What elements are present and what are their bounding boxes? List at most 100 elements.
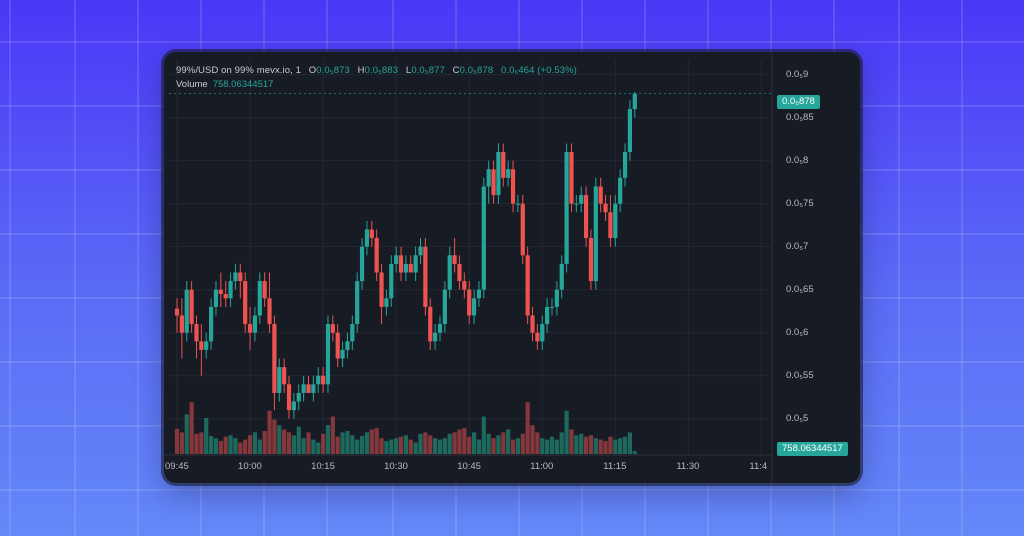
candle-body xyxy=(525,255,530,316)
volume-bar xyxy=(233,438,238,454)
candle-body xyxy=(457,263,462,282)
candle-body xyxy=(447,255,452,290)
volume-bar xyxy=(408,439,413,454)
volume-bar xyxy=(588,435,594,454)
volume-bar xyxy=(627,432,633,454)
volume-bar xyxy=(301,438,306,454)
x-tick-label: 11:30 xyxy=(676,461,700,472)
volume-bar xyxy=(243,439,248,454)
volume-bar xyxy=(228,435,233,454)
candle-body xyxy=(184,289,189,333)
volume-bar xyxy=(510,439,516,454)
candle-body xyxy=(403,263,408,273)
volume-bar xyxy=(291,435,296,454)
volume-bar xyxy=(330,416,335,454)
candle-body xyxy=(579,195,584,204)
candle-body xyxy=(296,392,301,402)
chart-panel[interactable]: 99%/USD on 99% mevx.io, 1 O0.0₅873 H0.0₅… xyxy=(164,52,860,483)
volume-bar xyxy=(286,432,292,454)
candle-body xyxy=(408,263,413,273)
volume-bar xyxy=(374,428,379,454)
volume-bar xyxy=(447,433,452,454)
volume-bar xyxy=(306,432,311,454)
candle-body xyxy=(486,169,491,187)
candle-body xyxy=(496,152,501,196)
candle-body xyxy=(213,289,219,307)
volume-bar xyxy=(335,436,340,454)
volume-bar xyxy=(247,435,253,454)
volume-bar xyxy=(496,435,501,454)
candle-body xyxy=(321,375,326,385)
candle-body xyxy=(179,315,184,333)
volume-bar xyxy=(598,439,603,454)
volume-bar xyxy=(403,435,408,454)
candle-body xyxy=(194,324,199,342)
close-value: 0.0₅878 xyxy=(459,65,494,76)
candle-body xyxy=(218,289,223,294)
volume-bar xyxy=(579,433,584,454)
candle-body xyxy=(189,289,194,325)
candlestick-chart[interactable] xyxy=(164,52,860,483)
volume-bar xyxy=(515,438,520,454)
candle-body xyxy=(286,384,292,411)
candle-body xyxy=(389,263,394,299)
volume-bar xyxy=(545,439,550,454)
candle-body xyxy=(204,341,209,350)
candle-body xyxy=(233,272,238,282)
low-label: L xyxy=(405,65,412,76)
x-tick-label: 11:15 xyxy=(603,461,627,472)
candle-body xyxy=(569,152,574,204)
volume-bar xyxy=(549,436,555,454)
volume-bar xyxy=(457,429,462,454)
volume-bar xyxy=(213,438,219,454)
volume-bar xyxy=(359,436,365,454)
volume-bar xyxy=(418,433,423,454)
candle-body xyxy=(564,152,569,264)
volume-bar xyxy=(267,410,272,454)
candle-body xyxy=(228,281,233,299)
x-tick-label: 09:45 xyxy=(165,461,189,472)
volume-label: Volume xyxy=(176,79,208,90)
candle-body xyxy=(262,281,267,299)
candle-body xyxy=(467,289,472,316)
volume-bar xyxy=(535,432,540,454)
volume-bar xyxy=(481,416,486,454)
candle-body xyxy=(355,281,360,325)
volume-bar xyxy=(525,402,530,454)
candle-body xyxy=(252,315,258,333)
open-label: O xyxy=(308,65,317,76)
candle-body xyxy=(588,238,594,282)
volume-bar xyxy=(238,442,243,454)
volume-bar xyxy=(530,425,535,454)
high-value: 0.0₅883 xyxy=(364,65,399,76)
candle-body xyxy=(554,289,559,307)
volume-bar xyxy=(364,432,370,454)
volume-bar xyxy=(350,435,355,454)
volume-bar xyxy=(179,432,184,454)
candle-body xyxy=(520,203,525,256)
volume-bar xyxy=(257,439,262,454)
candle-body xyxy=(535,332,540,342)
volume-bar xyxy=(540,438,545,454)
candle-body xyxy=(340,349,345,359)
volume-bar xyxy=(277,425,282,454)
candle-body xyxy=(593,186,598,282)
volume-bar xyxy=(389,439,394,454)
volume-bar xyxy=(413,442,418,454)
volume-bar xyxy=(574,435,579,454)
volume-bar xyxy=(476,439,482,454)
ohlc-legend: 99%/USD on 99% mevx.io, 1 O0.0₅873 H0.0₅… xyxy=(176,65,577,76)
volume-bar xyxy=(618,438,623,454)
candle-body xyxy=(574,203,579,205)
volume-bar xyxy=(340,432,345,454)
candle-body xyxy=(384,298,389,307)
candle-body xyxy=(530,315,535,333)
volume-bar xyxy=(622,436,628,454)
candle-body xyxy=(510,169,516,204)
volume-bar xyxy=(467,436,472,454)
candle-body xyxy=(413,255,418,273)
candle-body xyxy=(311,384,316,393)
x-tick-label: 10:15 xyxy=(311,461,335,472)
y-tick-label: 0.0₅5 xyxy=(786,412,809,424)
candle-body xyxy=(379,272,384,307)
